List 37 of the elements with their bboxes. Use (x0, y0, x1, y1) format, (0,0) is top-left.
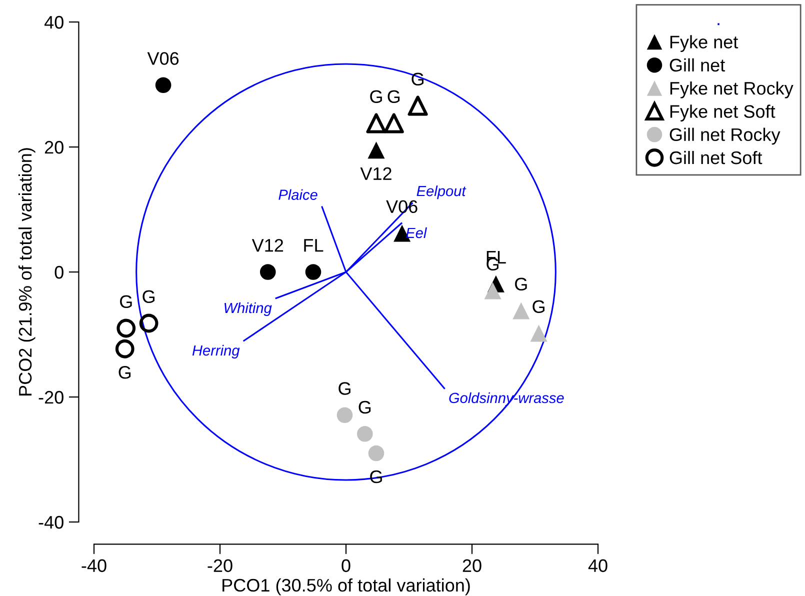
annotation: G (370, 90, 382, 104)
legend-label: Fyke net Soft (670, 104, 776, 122)
x-axis-title: PCO1 (30.5% of total variation) (222, 578, 470, 596)
annotation: G (358, 400, 371, 414)
series-label: Eelpout (416, 185, 466, 200)
x-tick-label: -20 (208, 559, 232, 572)
annotation: V12 (360, 167, 392, 180)
annotation: V06 (147, 52, 179, 65)
annotation: FL (304, 239, 324, 252)
legend-title: . (718, 23, 720, 26)
annotation: G (142, 290, 154, 304)
y-tick-label: 20 (44, 140, 64, 154)
legend-label: Fyke net Rocky (670, 81, 794, 98)
x-tick-label: 0 (342, 559, 350, 572)
x-tick-label: 40 (588, 559, 608, 572)
series-label: Plaice (278, 189, 318, 200)
annotation: V12 (252, 238, 284, 252)
y-axis-title: PCO2 (21.9% of total variation) (18, 148, 36, 396)
legend-label: Gill net Soft (670, 150, 762, 164)
x-tick-label: -40 (82, 559, 106, 572)
legend-label: Gill net Rocky (670, 128, 780, 145)
y-tick-label: 40 (44, 16, 64, 29)
series-label: Eel (406, 227, 428, 238)
annotation: G (118, 366, 131, 379)
x-tick-label: 20 (462, 559, 482, 572)
annotation: G (532, 300, 544, 314)
y-tick-label: -20 (38, 390, 64, 404)
y-tick-label: 0 (54, 266, 64, 279)
annotation: G (515, 278, 527, 291)
legend-label: Fyke net (670, 35, 738, 52)
legend-label: Gill net (670, 58, 726, 72)
annotation: G (120, 295, 132, 308)
annotation: G (388, 90, 400, 104)
annotation: G (338, 382, 350, 395)
series-label: Herring (192, 344, 240, 359)
y-tick-label: -40 (38, 516, 64, 529)
series-label: Whiting (224, 302, 272, 316)
